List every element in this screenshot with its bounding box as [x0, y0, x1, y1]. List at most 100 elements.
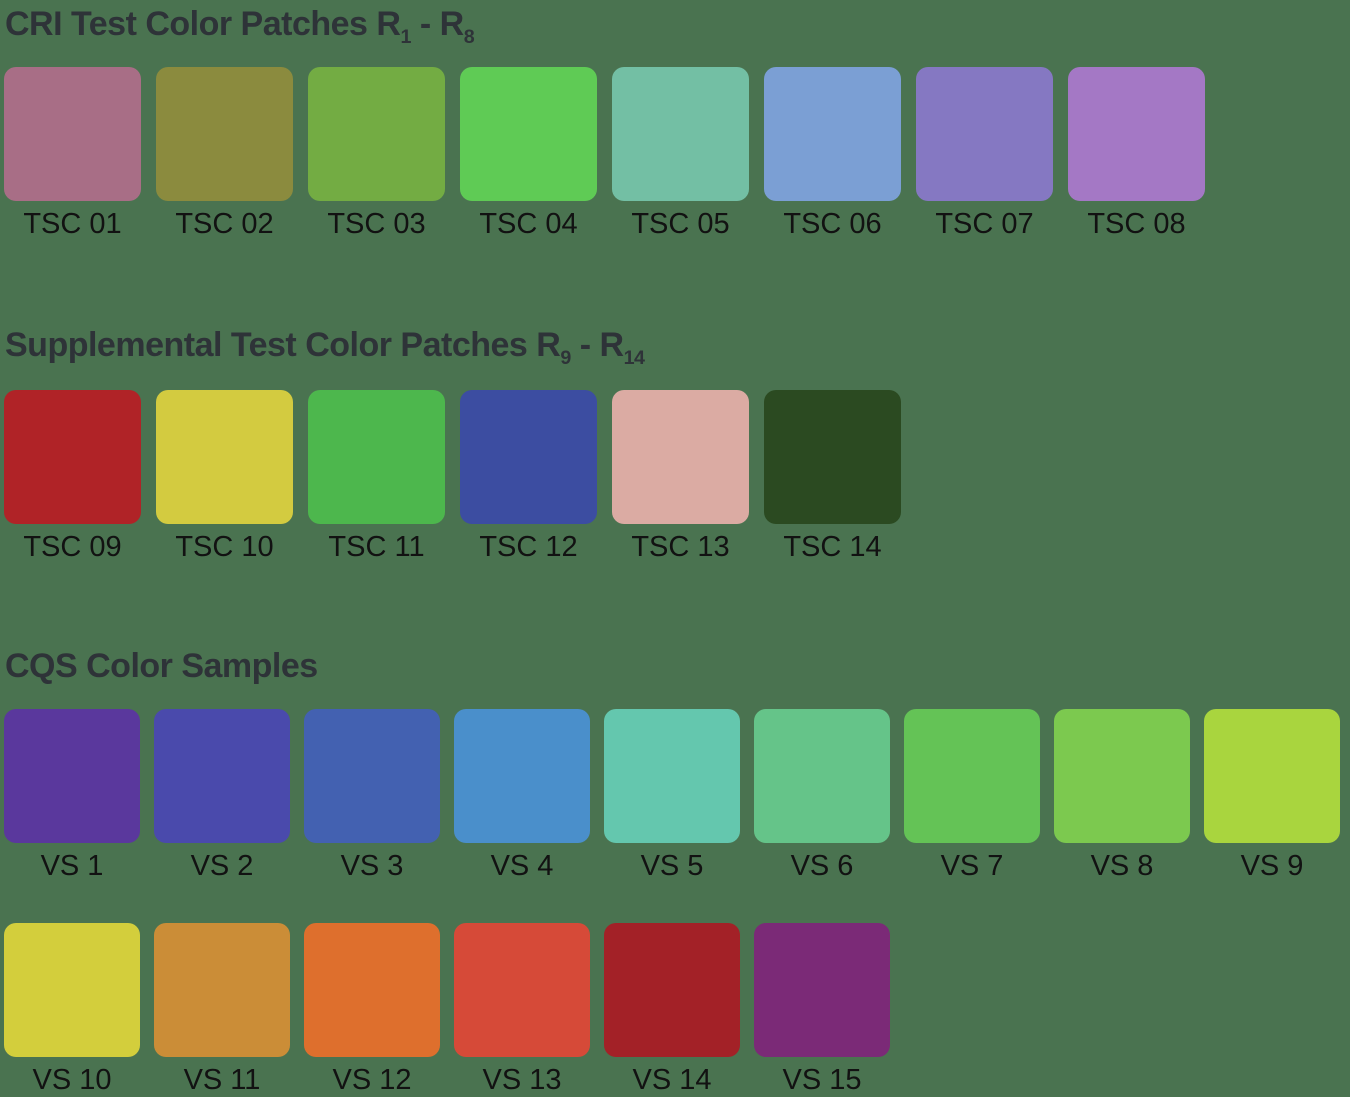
color-patch-cell: VS 9: [1204, 709, 1340, 883]
color-patch-cell: VS 11: [154, 923, 290, 1097]
color-swatch: [156, 389, 293, 524]
color-swatch: [304, 709, 440, 844]
color-patch-cell: TSC 06: [764, 66, 901, 241]
patch-label: VS 11: [183, 1064, 261, 1097]
patch-label: TSC 14: [783, 530, 882, 563]
cqs-section: CQS Color Samples VS 1 VS 2 VS 3 VS 4 VS…: [0, 646, 1350, 1097]
color-patch-cell: TSC 03: [308, 66, 445, 241]
patch-label: TSC 05: [631, 207, 730, 240]
supplemental-section: Supplemental Test Color Patches R9 - R14…: [0, 325, 1350, 564]
color-patch-cell: VS 8: [1054, 709, 1190, 883]
supplemental-heading-sub-start: 9: [560, 347, 571, 370]
patch-label: TSC 01: [23, 207, 122, 240]
color-swatch: [754, 923, 890, 1058]
color-patch-cell: VS 5: [604, 709, 740, 883]
color-swatch: [612, 66, 749, 201]
patch-label: TSC 04: [479, 207, 578, 240]
color-swatch: [308, 389, 445, 524]
color-swatch: [308, 66, 445, 201]
patch-label: VS 10: [32, 1064, 112, 1097]
color-patch-cell: TSC 07: [916, 66, 1053, 241]
color-swatch: [904, 709, 1040, 844]
color-patch-cell: TSC 13: [612, 389, 749, 564]
cqs-heading-main: CQS Color Samples: [5, 647, 318, 686]
color-patch-cell: TSC 02: [156, 66, 293, 241]
color-swatch: [454, 709, 590, 844]
color-patch-cell: TSC 12: [460, 389, 597, 564]
cri-heading-separator: - R: [410, 5, 464, 43]
color-swatch: [604, 709, 740, 844]
color-swatch: [764, 66, 901, 201]
color-patch-cell: TSC 01: [4, 66, 141, 241]
cqs-patch-grid: VS 1 VS 2 VS 3 VS 4 VS 5 VS 6: [0, 709, 1350, 1097]
color-patch-cell: TSC 10: [156, 389, 293, 564]
patch-label: TSC 09: [23, 530, 122, 563]
color-swatch: [4, 923, 140, 1058]
patch-label: VS 9: [1240, 850, 1304, 883]
patch-label: VS 6: [790, 850, 854, 883]
color-patch-cell: VS 14: [604, 923, 740, 1097]
color-patch-cell: TSC 05: [612, 66, 749, 241]
patch-label: TSC 13: [631, 530, 730, 563]
cqs-heading: CQS Color Samples: [0, 646, 1350, 687]
cri-heading-sub-end: 8: [463, 26, 475, 49]
patch-label: TSC 07: [935, 207, 1034, 240]
patch-label: VS 15: [782, 1064, 862, 1097]
patch-label: VS 5: [640, 850, 704, 883]
color-patch-cell: TSC 14: [764, 389, 901, 564]
cri-heading-main: CRI Test Color Patches R: [5, 5, 401, 43]
color-swatch: [764, 389, 901, 524]
color-swatch: [754, 709, 890, 844]
patch-label: VS 3: [340, 850, 404, 883]
cri-heading-sub-start: 1: [400, 26, 411, 49]
color-patch-cell: TSC 11: [308, 389, 445, 564]
color-swatch: [916, 66, 1053, 201]
color-swatch: [156, 66, 293, 201]
color-patch-cell: TSC 08: [1068, 66, 1205, 241]
patch-label: VS 13: [482, 1064, 562, 1097]
color-patch-cell: VS 3: [304, 709, 440, 883]
color-swatch: [154, 923, 290, 1058]
patch-label: TSC 06: [783, 207, 882, 240]
patch-label: VS 1: [40, 850, 104, 883]
color-swatch: [612, 389, 749, 524]
patch-label: VS 2: [190, 850, 254, 883]
supplemental-heading-main: Supplemental Test Color Patches R: [5, 326, 561, 365]
color-swatch: [604, 923, 740, 1058]
patch-label: VS 7: [940, 850, 1004, 883]
color-patch-cell: TSC 09: [4, 389, 141, 564]
patch-label: TSC 03: [327, 207, 426, 240]
cri-patch-row: TSC 01 TSC 02 TSC 03 TSC 04 TSC 05 TSC 0…: [0, 66, 1350, 241]
color-swatch: [304, 923, 440, 1058]
color-swatch: [1054, 709, 1190, 844]
color-patch-cell: VS 10: [4, 923, 140, 1097]
color-patch-cell: VS 13: [454, 923, 590, 1097]
patch-label: VS 4: [490, 850, 554, 883]
patch-label: VS 14: [632, 1064, 712, 1097]
color-patch-cell: VS 12: [304, 923, 440, 1097]
supplemental-heading-sub-end: 14: [623, 347, 645, 370]
color-swatch: [460, 66, 597, 201]
color-patch-cell: VS 4: [454, 709, 590, 883]
color-patch-cell: VS 7: [904, 709, 1040, 883]
cri-section: CRI Test Color Patches R1 - R8 TSC 01 TS…: [0, 4, 1350, 241]
color-swatch: [4, 389, 141, 524]
patch-label: TSC 08: [1087, 207, 1186, 240]
color-patch-cell: VS 15: [754, 923, 890, 1097]
color-patch-cell: VS 1: [4, 709, 140, 883]
patch-label: VS 8: [1090, 850, 1154, 883]
color-patch-cell: VS 6: [754, 709, 890, 883]
patch-label: TSC 10: [175, 530, 274, 563]
patch-label: VS 12: [332, 1064, 412, 1097]
color-patch-cell: VS 2: [154, 709, 290, 883]
color-swatch: [460, 389, 597, 524]
color-swatch: [1204, 709, 1340, 844]
color-swatch: [4, 66, 141, 201]
supplemental-heading: Supplemental Test Color Patches R9 - R14: [0, 325, 1350, 370]
supplemental-patch-row: TSC 09 TSC 10 TSC 11 TSC 12 TSC 13 TSC 1…: [0, 389, 1350, 564]
supplemental-heading-separator: - R: [570, 326, 624, 365]
color-swatch: [1068, 66, 1205, 201]
patch-label: TSC 11: [328, 530, 425, 563]
color-swatch: [4, 709, 140, 844]
